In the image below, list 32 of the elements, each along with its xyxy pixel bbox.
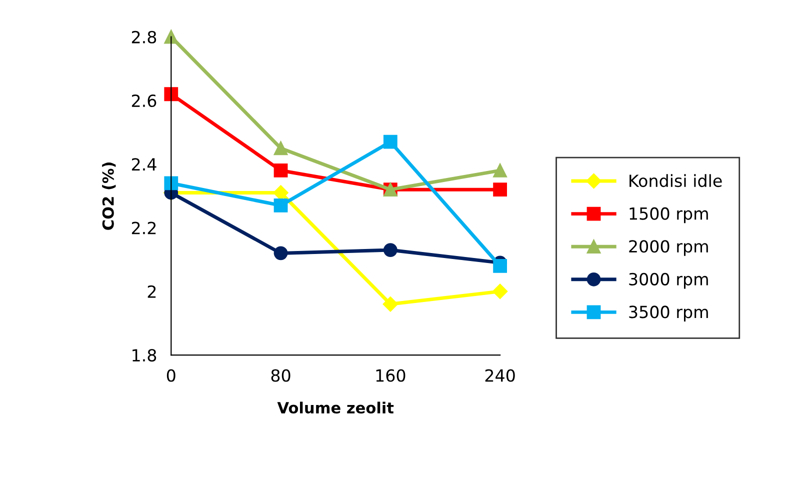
legend-label: 2000 rpm — [629, 240, 708, 256]
y-tick-label: 2.4 — [132, 158, 156, 170]
y-tick-label: 1.8 — [132, 348, 156, 362]
x-axis-title: Volume zeolit — [277, 402, 394, 414]
y-tick-label: 2 — [148, 285, 156, 298]
x-tick-label: 240 — [485, 369, 515, 382]
y-axis-title: CO2 (%) — [102, 162, 116, 230]
point — [383, 243, 398, 257]
x-tick-label: 0 — [166, 369, 176, 382]
point — [273, 185, 288, 200]
point — [274, 246, 288, 260]
legend-label: Kondisi idle — [630, 174, 722, 188]
point — [493, 164, 507, 178]
point — [274, 164, 288, 178]
x-tick-label: 160 — [376, 369, 406, 382]
point — [164, 30, 178, 44]
y-tick-label: 2.6 — [132, 94, 156, 108]
y-tick-label: 2.2 — [132, 222, 156, 234]
point — [274, 198, 288, 212]
y-tick-label: 2.8 — [132, 30, 156, 44]
point — [382, 296, 398, 312]
x-tick-label: 80 — [271, 369, 290, 382]
legend-label: 3500 rpm — [629, 306, 708, 322]
legend-label: 3000 rpm — [629, 272, 708, 289]
point — [493, 182, 507, 197]
point — [493, 258, 507, 273]
point — [492, 284, 508, 299]
point — [383, 134, 398, 149]
point — [164, 176, 178, 190]
legend-label: 1500 rpm — [630, 207, 708, 224]
point — [164, 87, 178, 102]
point — [274, 141, 288, 156]
